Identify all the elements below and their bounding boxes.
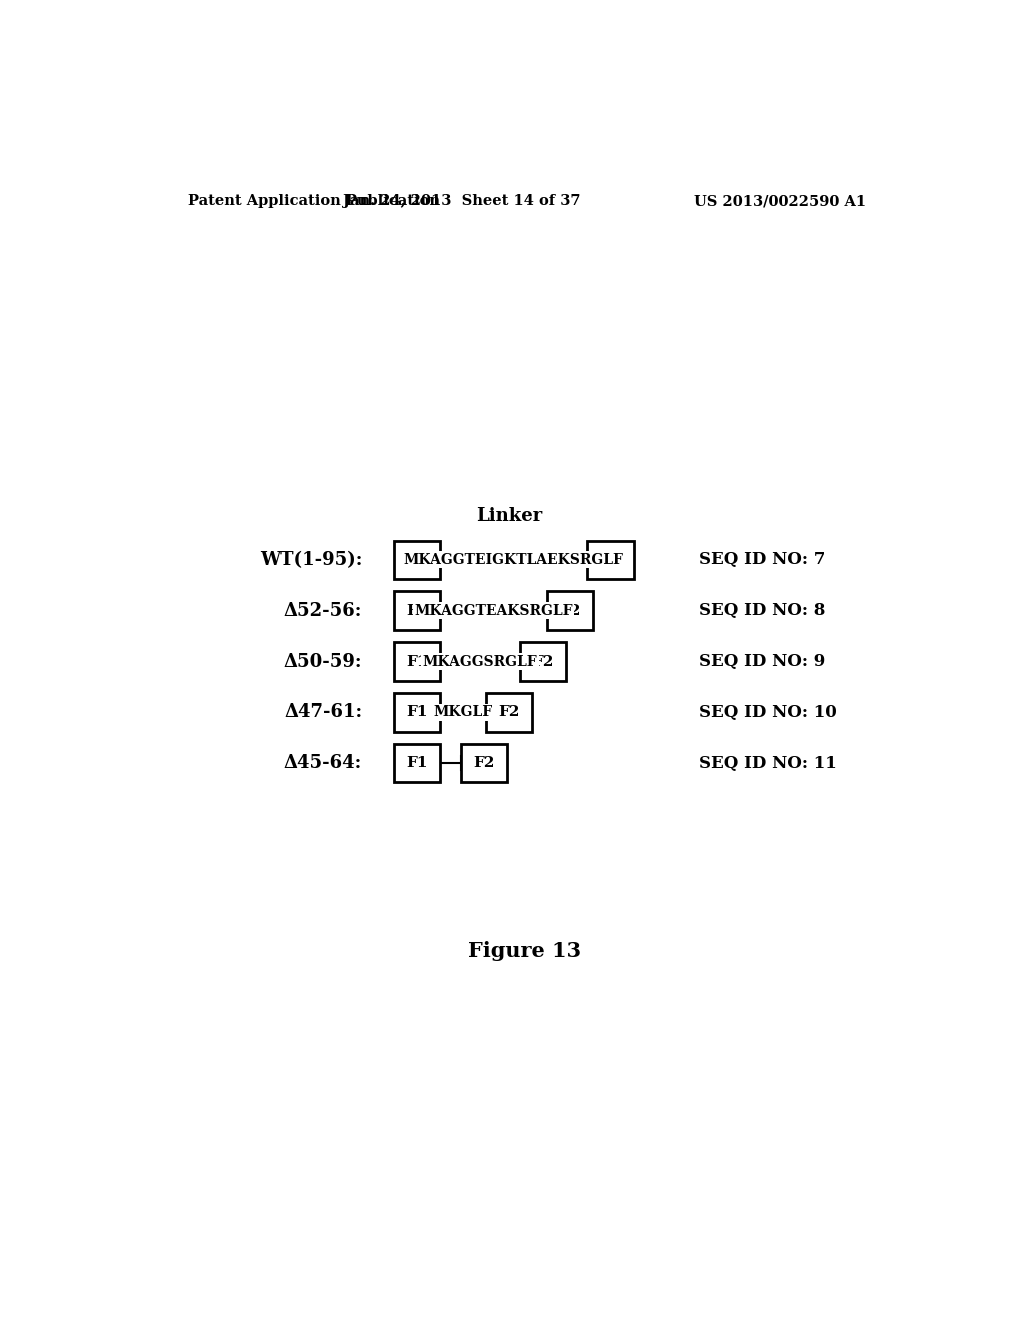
Text: Patent Application Publication: Patent Application Publication: [187, 194, 439, 209]
FancyBboxPatch shape: [547, 591, 593, 630]
FancyBboxPatch shape: [394, 541, 440, 579]
Text: F2: F2: [473, 756, 495, 770]
FancyBboxPatch shape: [486, 693, 532, 731]
Text: F1: F1: [407, 553, 428, 566]
Text: Jan. 24, 2013  Sheet 14 of 37: Jan. 24, 2013 Sheet 14 of 37: [343, 194, 580, 209]
Text: MKAGGTEAKSRGLF: MKAGGTEAKSRGLF: [414, 603, 572, 618]
Text: MKGLF: MKGLF: [433, 705, 493, 719]
Text: F1: F1: [407, 603, 428, 618]
Text: WT(1-95):: WT(1-95):: [260, 550, 362, 569]
FancyBboxPatch shape: [394, 591, 440, 630]
FancyBboxPatch shape: [394, 693, 440, 731]
FancyBboxPatch shape: [588, 541, 634, 579]
Text: Δ47-61:: Δ47-61:: [284, 704, 362, 721]
FancyBboxPatch shape: [461, 744, 507, 783]
FancyBboxPatch shape: [394, 643, 440, 681]
Text: F1: F1: [407, 756, 428, 770]
Text: MKAGGSRGLF: MKAGGSRGLF: [423, 655, 538, 668]
Text: Δ52-56:: Δ52-56:: [284, 602, 362, 619]
Text: US 2013/0022590 A1: US 2013/0022590 A1: [694, 194, 866, 209]
Text: MKAGGTEIGKTLAEKSRGLF: MKAGGTEIGKTLAEKSRGLF: [403, 553, 624, 566]
Text: SEQ ID NO: 7: SEQ ID NO: 7: [699, 552, 825, 569]
Text: F2: F2: [559, 603, 581, 618]
Text: F1: F1: [407, 655, 428, 668]
Text: SEQ ID NO: 10: SEQ ID NO: 10: [699, 704, 838, 721]
Text: Δ50-59:: Δ50-59:: [284, 652, 362, 671]
Text: SEQ ID NO: 8: SEQ ID NO: 8: [699, 602, 825, 619]
Text: Δ45-64:: Δ45-64:: [284, 754, 362, 772]
FancyBboxPatch shape: [520, 643, 566, 681]
FancyBboxPatch shape: [394, 744, 440, 783]
Text: F2: F2: [532, 655, 554, 668]
Text: F2: F2: [600, 553, 622, 566]
Text: Linker: Linker: [476, 507, 542, 525]
Text: Figure 13: Figure 13: [468, 941, 582, 961]
Text: F1: F1: [407, 705, 428, 719]
Text: F2: F2: [499, 705, 520, 719]
Text: SEQ ID NO: 11: SEQ ID NO: 11: [699, 755, 838, 772]
Text: SEQ ID NO: 9: SEQ ID NO: 9: [699, 653, 825, 671]
